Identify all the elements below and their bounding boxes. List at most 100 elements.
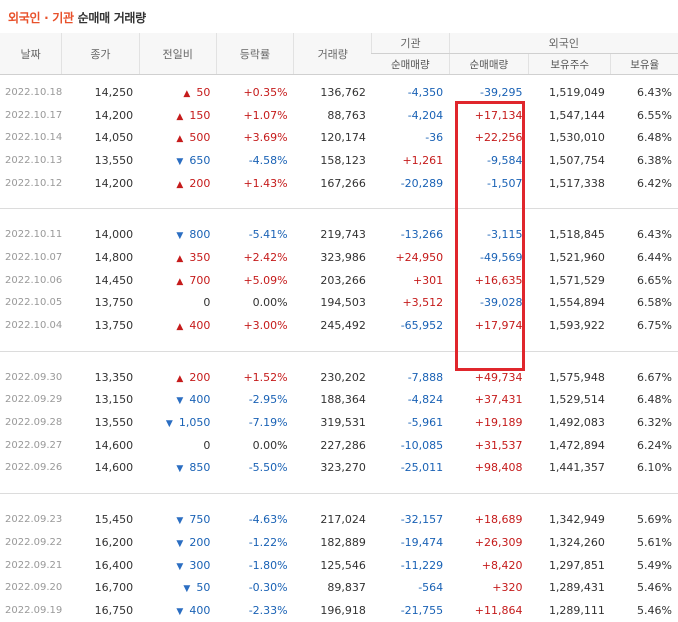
cell-inst-net: -4,204 <box>407 108 444 122</box>
group-spacer <box>0 494 678 508</box>
title-highlight: 외국인 · 기관 <box>8 11 74 25</box>
cell-date: 2022.09.26 <box>5 462 63 474</box>
change-value: 400 <box>189 603 211 617</box>
cell-close: 13,550 <box>94 416 134 430</box>
cell-close: 15,450 <box>94 513 134 527</box>
cell-change: ▼ 850 <box>139 457 216 480</box>
cell-foreign-ratio: 6.42% <box>637 176 672 190</box>
cell-inst-net: +1,261 <box>402 153 444 167</box>
table-row: 2022.09.29 13,150 ▼ 400 -2.95% 188,364 -4,824 +… <box>0 389 678 412</box>
cell-rate: -7.19% <box>248 416 288 430</box>
cell-change: ▲ 150 <box>139 104 216 127</box>
change-value: 750 <box>189 513 211 527</box>
cell-date: 2022.09.28 <box>5 417 63 429</box>
cell-date: 2022.10.12 <box>5 177 63 189</box>
cell-inst-net: -4,824 <box>407 393 444 407</box>
cell-change: ▼ 400 <box>139 389 216 412</box>
triangle-up-icon: ▲ <box>176 322 184 333</box>
cell-foreign-ratio: 6.67% <box>637 370 672 384</box>
table-row: 2022.10.05 13,750 0 0.00% 194,503 +3,512 -39,0… <box>0 292 678 315</box>
section-title: 외국인 · 기관 순매매 거래량 <box>8 9 146 26</box>
cell-change: ▼ 1,050 <box>139 411 216 434</box>
header-close: 종가 <box>61 33 140 75</box>
triangle-down-icon: ▼ <box>176 561 184 572</box>
cell-close: 13,750 <box>94 296 134 310</box>
triangle-down-icon: ▼ <box>176 156 184 167</box>
cell-inst-net: +3,512 <box>402 296 444 310</box>
cell-rate: -0.30% <box>248 581 288 595</box>
cell-foreign-hold: 1,342,949 <box>548 513 605 527</box>
cell-rate: +1.52% <box>243 370 288 384</box>
cell-change: ▲ 200 <box>139 172 216 195</box>
change-value: 200 <box>189 535 211 549</box>
cell-foreign-ratio: 6.65% <box>637 273 672 287</box>
cell-change: ▲ 200 <box>139 366 216 389</box>
cell-foreign-net: +37,431 <box>474 393 523 407</box>
cell-change: ▲ 50 <box>139 81 216 104</box>
cell-close: 14,600 <box>94 438 134 452</box>
cell-volume: 188,364 <box>320 393 366 407</box>
cell-foreign-hold: 1,297,851 <box>548 558 605 572</box>
cell-foreign-ratio: 6.38% <box>637 153 672 167</box>
table-row: 2022.09.27 14,600 0 0.00% 227,286 -10,085 +31,… <box>0 434 678 457</box>
change-value: 350 <box>189 250 211 264</box>
title-rest: 순매매 거래량 <box>73 11 147 25</box>
triangle-down-icon: ▼ <box>176 516 184 527</box>
table-row: 2022.09.22 16,200 ▼ 200 -1.22% 182,889 -19,474… <box>0 531 678 554</box>
cell-date: 2022.09.19 <box>5 604 63 616</box>
cell-inst-net: -32,157 <box>400 513 444 527</box>
header-foreign: 외국인 <box>448 33 678 54</box>
cell-foreign-hold: 1,519,049 <box>548 85 605 99</box>
cell-change: ▲ 350 <box>139 246 216 269</box>
change-value: 200 <box>189 370 211 384</box>
cell-change: 0 <box>139 434 216 457</box>
cell-foreign-net: -39,028 <box>480 296 523 310</box>
cell-close: 16,400 <box>94 558 134 572</box>
cell-foreign-ratio: 5.46% <box>637 581 672 595</box>
cell-change: ▼ 200 <box>139 531 216 554</box>
header-rate: 등락률 <box>215 33 294 75</box>
group-spacer <box>0 337 678 352</box>
cell-foreign-hold: 1,472,894 <box>548 438 605 452</box>
cell-rate: -5.50% <box>248 461 288 475</box>
cell-rate: -1.22% <box>248 535 288 549</box>
cell-foreign-hold: 1,593,922 <box>548 319 605 333</box>
cell-foreign-hold: 1,492,083 <box>548 416 605 430</box>
cell-rate: +3.69% <box>243 131 288 145</box>
cell-rate: +5.09% <box>243 273 288 287</box>
cell-foreign-hold: 1,324,260 <box>548 535 605 549</box>
table-row: 2022.10.04 13,750 ▲ 400 +3.00% 245,492 -65,952… <box>0 314 678 337</box>
table-row: 2022.10.07 14,800 ▲ 350 +2.42% 323,986 +24,950… <box>0 246 678 269</box>
cell-rate: +1.07% <box>243 108 288 122</box>
triangle-down-icon: ▼ <box>176 606 184 617</box>
cell-inst-net: +24,950 <box>395 250 444 264</box>
cell-foreign-net: +11,864 <box>474 603 523 617</box>
cell-close: 13,150 <box>94 393 134 407</box>
cell-foreign-net: +22,256 <box>474 131 523 145</box>
cell-foreign-ratio: 6.43% <box>637 85 672 99</box>
group-divider <box>0 208 678 210</box>
cell-foreign-net: +8,420 <box>481 558 523 572</box>
cell-foreign-ratio: 6.24% <box>637 438 672 452</box>
cell-inst-net: -19,474 <box>400 535 444 549</box>
triangle-down-icon: ▼ <box>176 538 184 549</box>
header-foreign-ratio: 보유율 <box>610 53 678 75</box>
cell-change: ▼ 750 <box>139 508 216 531</box>
cell-volume: 136,762 <box>320 85 366 99</box>
cell-volume: 217,024 <box>320 513 366 527</box>
cell-volume: 167,266 <box>320 176 366 190</box>
cell-volume: 323,270 <box>320 461 366 475</box>
cell-close: 16,700 <box>94 581 134 595</box>
cell-foreign-ratio: 6.32% <box>637 416 672 430</box>
cell-date: 2022.10.04 <box>5 320 63 332</box>
trading-table: 날짜 종가 전일비 등락률 거래량 기관 외국인 순매매량 순매매량 보유주수 … <box>0 33 678 622</box>
cell-foreign-net: -9,584 <box>487 153 523 167</box>
cell-rate: -2.33% <box>248 603 288 617</box>
cell-volume: 158,123 <box>320 153 366 167</box>
cell-foreign-net: +320 <box>492 581 523 595</box>
table-row: 2022.09.30 13,350 ▲ 200 +1.52% 230,202 -7,888 +… <box>0 366 678 389</box>
change-value: 0 <box>203 438 211 452</box>
cell-close: 14,200 <box>94 108 134 122</box>
cell-close: 14,200 <box>94 176 134 190</box>
change-value: 150 <box>189 108 211 122</box>
